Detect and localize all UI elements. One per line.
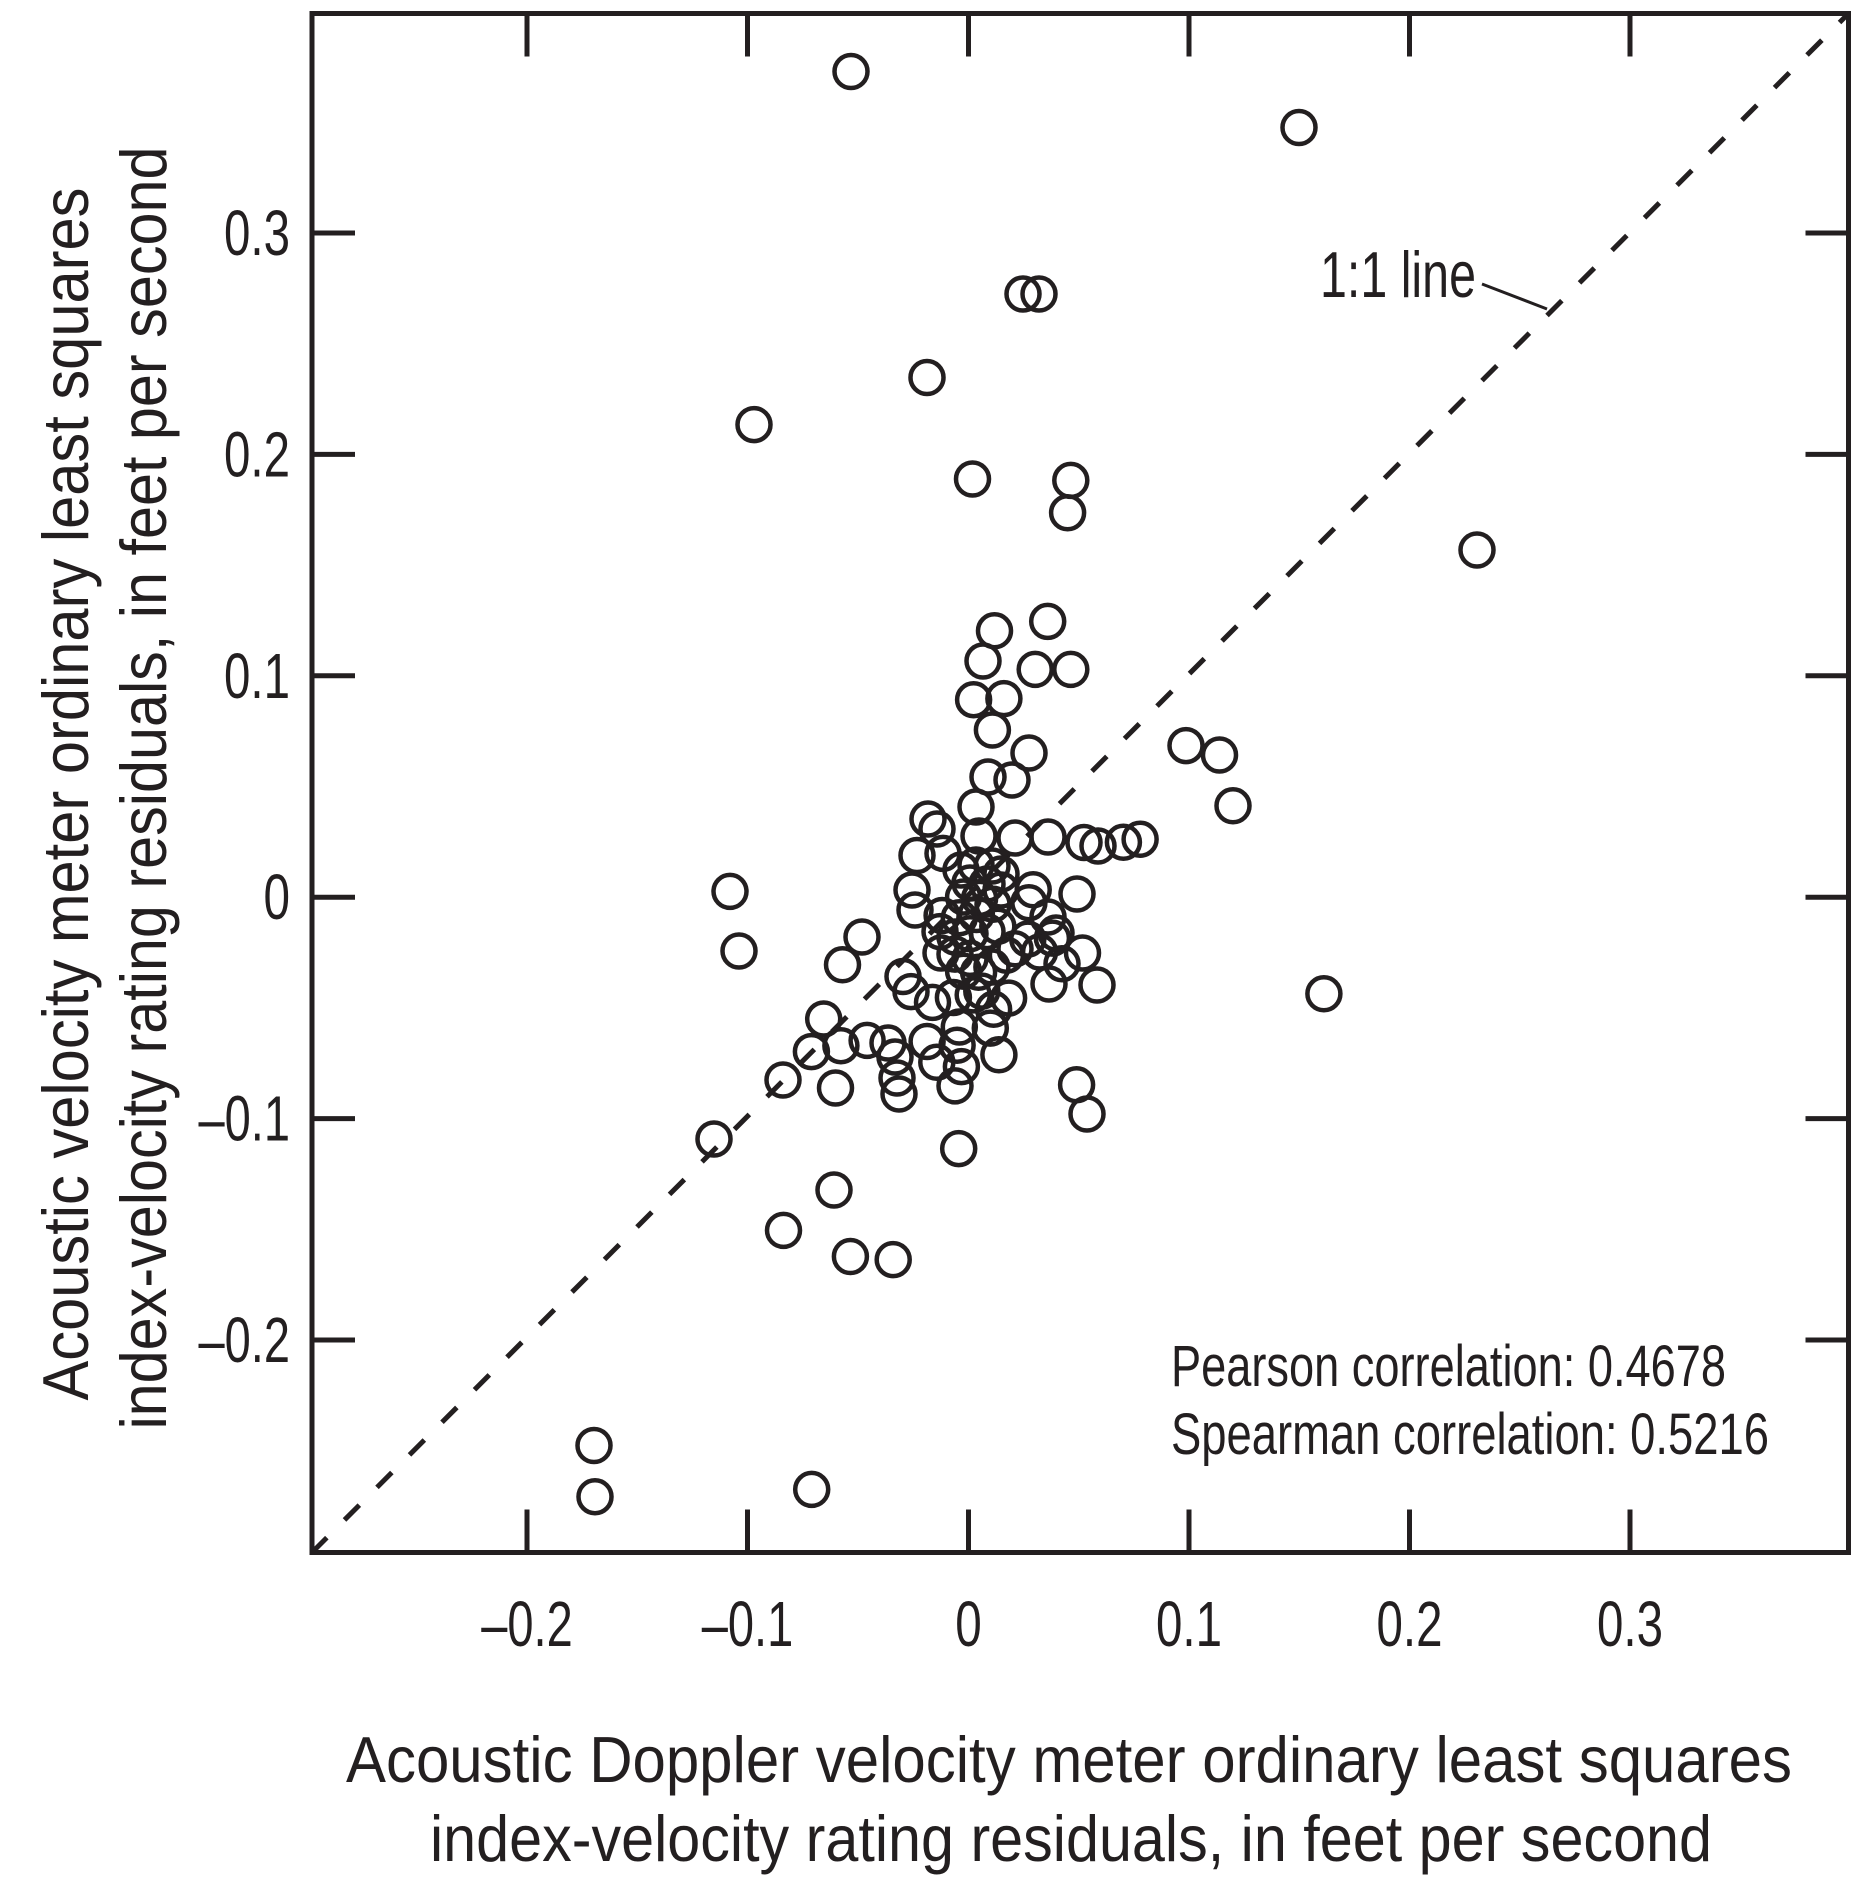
svg-text:–0.2: –0.2: [481, 1588, 573, 1660]
svg-text:–0.2: –0.2: [199, 1304, 291, 1376]
svg-text:0.1: 0.1: [1156, 1588, 1222, 1660]
svg-text:0.2: 0.2: [1377, 1588, 1443, 1660]
svg-text:0.1: 0.1: [224, 640, 290, 712]
svg-text:–0.1: –0.1: [702, 1588, 794, 1660]
svg-text:Spearman correlation: 0.5216: Spearman correlation: 0.5216: [1171, 1402, 1769, 1467]
svg-text:1:1 line: 1:1 line: [1320, 238, 1476, 311]
svg-text:Acoustic Doppler velocity mete: Acoustic Doppler velocity meter ordinary…: [346, 1723, 1792, 1796]
svg-text:0: 0: [955, 1588, 982, 1660]
svg-text:index-velocity rating residual: index-velocity rating residuals, in feet…: [430, 1802, 1712, 1875]
svg-text:0.3: 0.3: [224, 197, 290, 269]
svg-text:index-velocity rating residual: index-velocity rating residuals, in feet…: [107, 147, 180, 1430]
svg-text:Acoustic velocity meter ordina: Acoustic velocity meter ordinary least s…: [29, 188, 102, 1401]
svg-text:–0.1: –0.1: [199, 1083, 291, 1155]
svg-text:0: 0: [264, 861, 291, 933]
svg-text:Pearson correlation: 0.4678: Pearson correlation: 0.4678: [1171, 1334, 1726, 1399]
svg-text:0.3: 0.3: [1597, 1588, 1663, 1660]
svg-text:0.2: 0.2: [224, 418, 290, 490]
